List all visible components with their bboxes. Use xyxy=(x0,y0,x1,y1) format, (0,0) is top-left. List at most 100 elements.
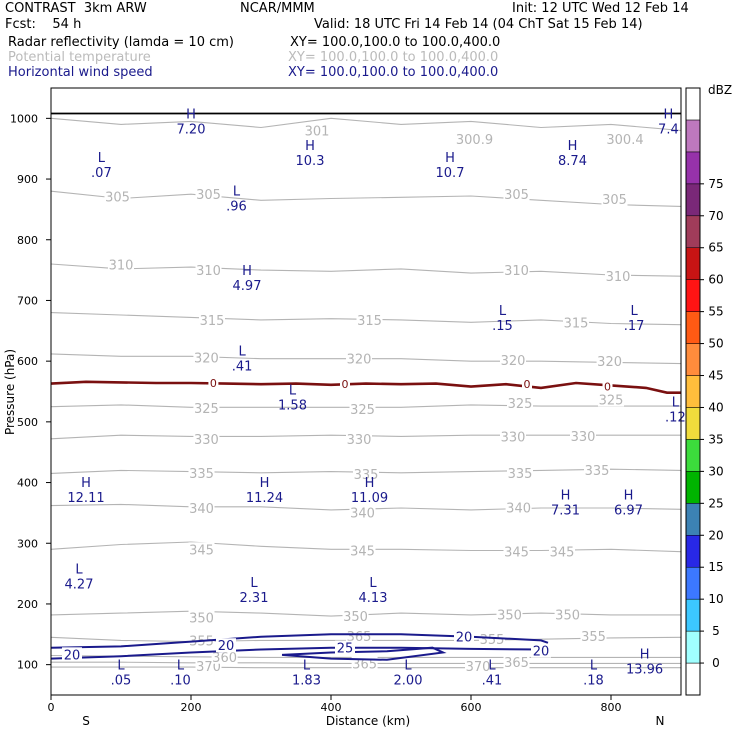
theta-label: 350 xyxy=(555,608,580,623)
colorbar-label: 10 xyxy=(708,592,723,606)
extremum-symbol: H xyxy=(260,476,270,491)
plot-frame xyxy=(50,87,682,696)
theta-label: 305 xyxy=(504,188,529,203)
x-tick-label: 400 xyxy=(321,701,342,714)
colorbar-swatch xyxy=(685,151,701,185)
theta-label: 350 xyxy=(189,611,214,626)
extremum-symbol: L xyxy=(303,659,311,674)
colorbar-swatch xyxy=(685,471,701,504)
theta-label: 320 xyxy=(501,354,526,369)
theta-label: 301 xyxy=(305,124,330,139)
extremum-value: 4.97 xyxy=(233,279,262,294)
theta-label: 330 xyxy=(501,430,526,445)
extremum-symbol: L xyxy=(369,576,377,591)
extremum-value: 10.3 xyxy=(296,154,325,169)
extremum-symbol: L xyxy=(289,384,297,399)
colorbar-swatch xyxy=(685,535,701,568)
theta-label: 350 xyxy=(497,608,522,623)
extremum-value: 2.00 xyxy=(394,674,423,689)
y-axis-label: Pressure (hPa) xyxy=(3,349,17,435)
x-tick-label: 600 xyxy=(461,701,482,714)
colorbar-swatch xyxy=(685,503,701,536)
extremum-value: 8.74 xyxy=(558,154,587,169)
theta-label: 340 xyxy=(350,506,375,521)
theta-label: 330 xyxy=(571,430,596,445)
colorbar-label: 0 xyxy=(712,656,720,670)
y-tick-label: 300 xyxy=(17,537,38,550)
extremum-symbol: H xyxy=(624,489,634,504)
x-tick-label: 0 xyxy=(48,701,55,714)
extremum-value: 2.31 xyxy=(240,591,269,606)
extremum-symbol: H xyxy=(664,107,674,122)
extremum-symbol: L xyxy=(499,304,507,319)
theta-label: 325 xyxy=(350,403,375,418)
wind-contour-20 xyxy=(50,633,549,649)
colorbar-label: 30 xyxy=(708,464,723,478)
valid-time: Valid: 18 UTC Fri 14 Feb 14 (04 ChT Sat … xyxy=(314,17,643,32)
extremum-symbol: L xyxy=(98,151,106,166)
theta-label: 330 xyxy=(194,433,219,448)
theta-label: 320 xyxy=(194,352,219,367)
theta-label: 300.9 xyxy=(456,133,493,148)
extremum-symbol: H xyxy=(186,107,196,122)
field-xy-theta: XY= 100.0,100.0 to 100.0,400.0 xyxy=(288,50,499,65)
extremum-symbol: H xyxy=(640,648,650,663)
theta-label: 310 xyxy=(109,259,134,274)
theta-label: 315 xyxy=(357,314,382,329)
theta-label: 310 xyxy=(606,270,631,285)
extremum-value: .96 xyxy=(226,199,247,214)
colorbar-swatch xyxy=(685,343,701,376)
extremum-value: .41 xyxy=(482,674,503,689)
wind-label: 25 xyxy=(337,642,354,657)
colorbar-swatch xyxy=(685,87,701,121)
colorbar-label: 25 xyxy=(708,496,723,510)
extremum-symbol: H xyxy=(445,151,455,166)
y-tick-label: 900 xyxy=(17,173,38,186)
theta-label: 305 xyxy=(196,188,221,203)
extremum-symbol: H xyxy=(365,476,375,491)
theta-label: 365 xyxy=(504,656,529,671)
colorbar-label: 45 xyxy=(708,369,723,383)
theta-label: 305 xyxy=(602,193,627,208)
north-label: N xyxy=(656,714,665,728)
zero-dbz-label: 0 xyxy=(342,378,349,391)
colorbar-label: 65 xyxy=(708,241,723,255)
theta-label: 345 xyxy=(504,546,529,561)
extremum-value: 10.7 xyxy=(436,166,465,181)
theta-contour-300 xyxy=(50,117,682,132)
colorbar-label: 60 xyxy=(708,273,723,287)
colorbar-label: 70 xyxy=(708,209,723,223)
theta-label: 350 xyxy=(343,610,368,625)
colorbar: 0 5 10 15 20 25 30 35 40 45 50 55 60 65 70 75 xyxy=(685,87,724,696)
zero-dbz-layer: 0 0 0 0 xyxy=(50,112,681,394)
extremum-symbol: L xyxy=(488,659,496,674)
theta-label: 340 xyxy=(506,501,531,516)
extremum-value: .10 xyxy=(170,674,191,689)
theta-label: 355 xyxy=(581,630,606,645)
extremum-value: .15 xyxy=(492,319,513,334)
extremum-symbol: L xyxy=(590,659,598,674)
theta-label: 305 xyxy=(105,191,130,206)
extremum-symbol: L xyxy=(250,576,258,591)
field-name-theta: Potential temperature xyxy=(8,50,151,65)
extremum-value: 12.11 xyxy=(67,491,104,506)
theta-label: 325 xyxy=(599,393,624,408)
theta-label: 325 xyxy=(194,402,219,417)
y-tick-label: 700 xyxy=(17,294,38,307)
colorbar-frame xyxy=(685,87,701,696)
theta-label: 310 xyxy=(196,264,221,279)
wind-label: 20 xyxy=(456,631,473,646)
colorbar-swatch xyxy=(685,439,701,472)
theta-label: 335 xyxy=(508,467,533,482)
colorbar-swatch xyxy=(685,247,701,280)
x-axis-label: Distance (km) xyxy=(326,714,410,728)
field-name-reflectivity: Radar reflectivity (lamda = 10 cm) xyxy=(8,35,234,50)
extremum-value: .07 xyxy=(91,166,112,181)
colorbar-swatch xyxy=(685,183,701,217)
extremum-value: 13.96 xyxy=(626,663,663,678)
extremum-value: .05 xyxy=(111,674,132,689)
extremum-symbol: L xyxy=(404,659,412,674)
colorbar-label: 40 xyxy=(708,400,723,414)
